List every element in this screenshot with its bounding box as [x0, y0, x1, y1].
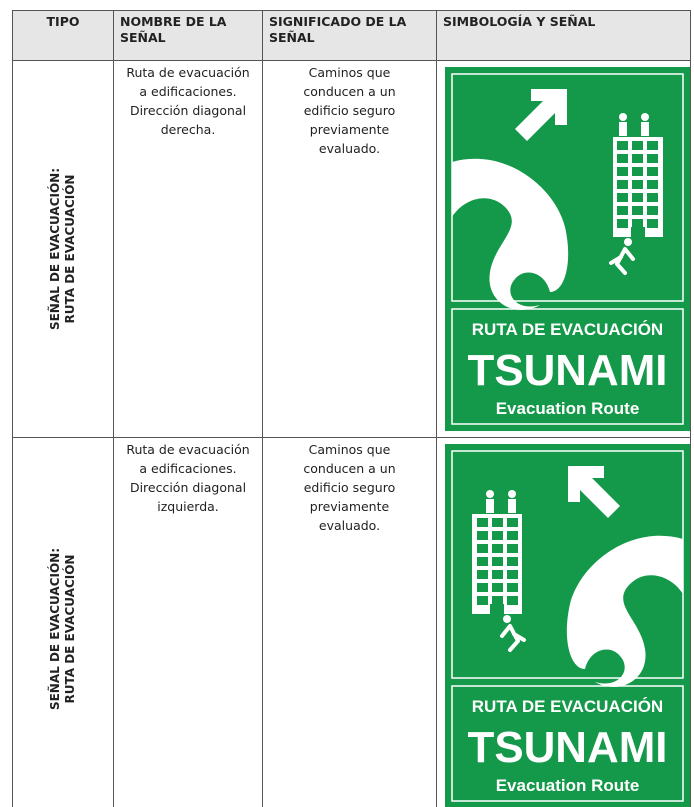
sign: RUTA DE EVACUACIÓN TSUNAMI Evacuation Rout… [445, 444, 690, 807]
tipo-cell: SEÑAL DE EVACUACIÓN: RUTA DE EVACUACIÓN [12, 60, 114, 438]
runner [500, 624, 526, 652]
window [507, 544, 518, 553]
window [647, 219, 658, 228]
door [490, 604, 504, 614]
tipo-cell: SEÑAL DE EVACUACIÓN: RUTA DE EVACUACIÓN [12, 437, 114, 807]
text-frame [451, 685, 684, 802]
person-head [619, 113, 627, 121]
tipo-line: SEÑAL DE EVACUACIÓN: [48, 547, 62, 711]
window [492, 570, 503, 579]
window [617, 193, 628, 202]
sign-line2: TSUNAMI [468, 723, 668, 772]
person-body [486, 499, 494, 513]
nombre-text: Ruta de evacuación a edificaciones. Dire… [126, 65, 250, 137]
header-cell: NOMBRE DE LA SEÑAL [113, 10, 263, 61]
window [477, 557, 488, 566]
sign-cell [436, 437, 691, 807]
significado-cell: Caminos que conducen a un edificio segur… [262, 60, 437, 438]
tipo-line: RUTA DE EVACUACIÓN [63, 554, 77, 704]
window [507, 570, 518, 579]
window [492, 596, 503, 605]
window [507, 557, 518, 566]
header-cell: TIPO [12, 10, 114, 61]
wave [452, 158, 569, 310]
window [632, 180, 643, 189]
arrow [568, 466, 620, 518]
runner-head [503, 615, 511, 623]
window [507, 531, 518, 540]
pictogram [452, 89, 663, 310]
window [492, 544, 503, 553]
person-head [641, 113, 649, 121]
sign-line3: Evacuation Route [496, 776, 640, 795]
sign-line1: RUTA DE EVACUACIÓN [472, 697, 663, 716]
arrow [515, 89, 567, 141]
window [477, 570, 488, 579]
wave [566, 535, 683, 687]
window [617, 154, 628, 163]
sign-line3: Evacuation Route [496, 399, 640, 418]
header-cell: SIGNIFICADO DE LA SEÑAL [262, 10, 437, 61]
pictogram [472, 466, 683, 687]
window [507, 518, 518, 527]
window [507, 596, 518, 605]
window [632, 167, 643, 176]
person-head [508, 490, 516, 498]
window [632, 206, 643, 215]
window [632, 154, 643, 163]
person-body [619, 122, 627, 136]
header-cell: SIMBOLOGÍA Y SEÑAL [436, 10, 691, 61]
window [492, 531, 503, 540]
window [477, 531, 488, 540]
window [617, 206, 628, 215]
window [617, 180, 628, 189]
window [492, 583, 503, 592]
tipo-line: SEÑAL DE EVACUACIÓN: [48, 167, 62, 331]
nombre-cell: Ruta de evacuación a edificaciones. Dire… [113, 60, 263, 438]
window [647, 206, 658, 215]
person-head [486, 490, 494, 498]
window [632, 141, 643, 150]
door [631, 227, 645, 237]
window [632, 219, 643, 228]
significado-text: Caminos que conducen a un edificio segur… [303, 65, 396, 156]
window [617, 141, 628, 150]
tipo-label: SEÑAL DE EVACUACIÓN: RUTA DE EVACUACIÓN [48, 99, 78, 399]
window [477, 596, 488, 605]
window [617, 219, 628, 228]
nombre-cell: Ruta de evacuación a edificaciones. Dire… [113, 437, 263, 807]
window [507, 583, 518, 592]
window [647, 180, 658, 189]
person-body [641, 122, 649, 136]
window [617, 167, 628, 176]
text-frame [451, 308, 684, 425]
significado-text: Caminos que conducen a un edificio segur… [303, 442, 396, 533]
nombre-text: Ruta de evacuación a edificaciones. Dire… [126, 442, 250, 514]
sign-line2: TSUNAMI [468, 346, 668, 395]
window [477, 544, 488, 553]
significado-cell: Caminos que conducen a un edificio segur… [262, 437, 437, 807]
window [647, 167, 658, 176]
window [647, 154, 658, 163]
tipo-line: RUTA DE EVACUACIÓN [63, 174, 77, 324]
sign-line1: RUTA DE EVACUACIÓN [472, 320, 663, 339]
person-body [508, 499, 516, 513]
tipo-label: SEÑAL DE EVACUACIÓN: RUTA DE EVACUACIÓN [48, 479, 78, 779]
window [492, 518, 503, 527]
window [492, 557, 503, 566]
window [477, 518, 488, 527]
runner-head [624, 238, 632, 246]
window [632, 193, 643, 202]
window [477, 583, 488, 592]
sign: RUTA DE EVACUACIÓN TSUNAMI Evacuation Rout… [445, 67, 690, 431]
window [647, 193, 658, 202]
runner [609, 247, 635, 275]
window [647, 141, 658, 150]
